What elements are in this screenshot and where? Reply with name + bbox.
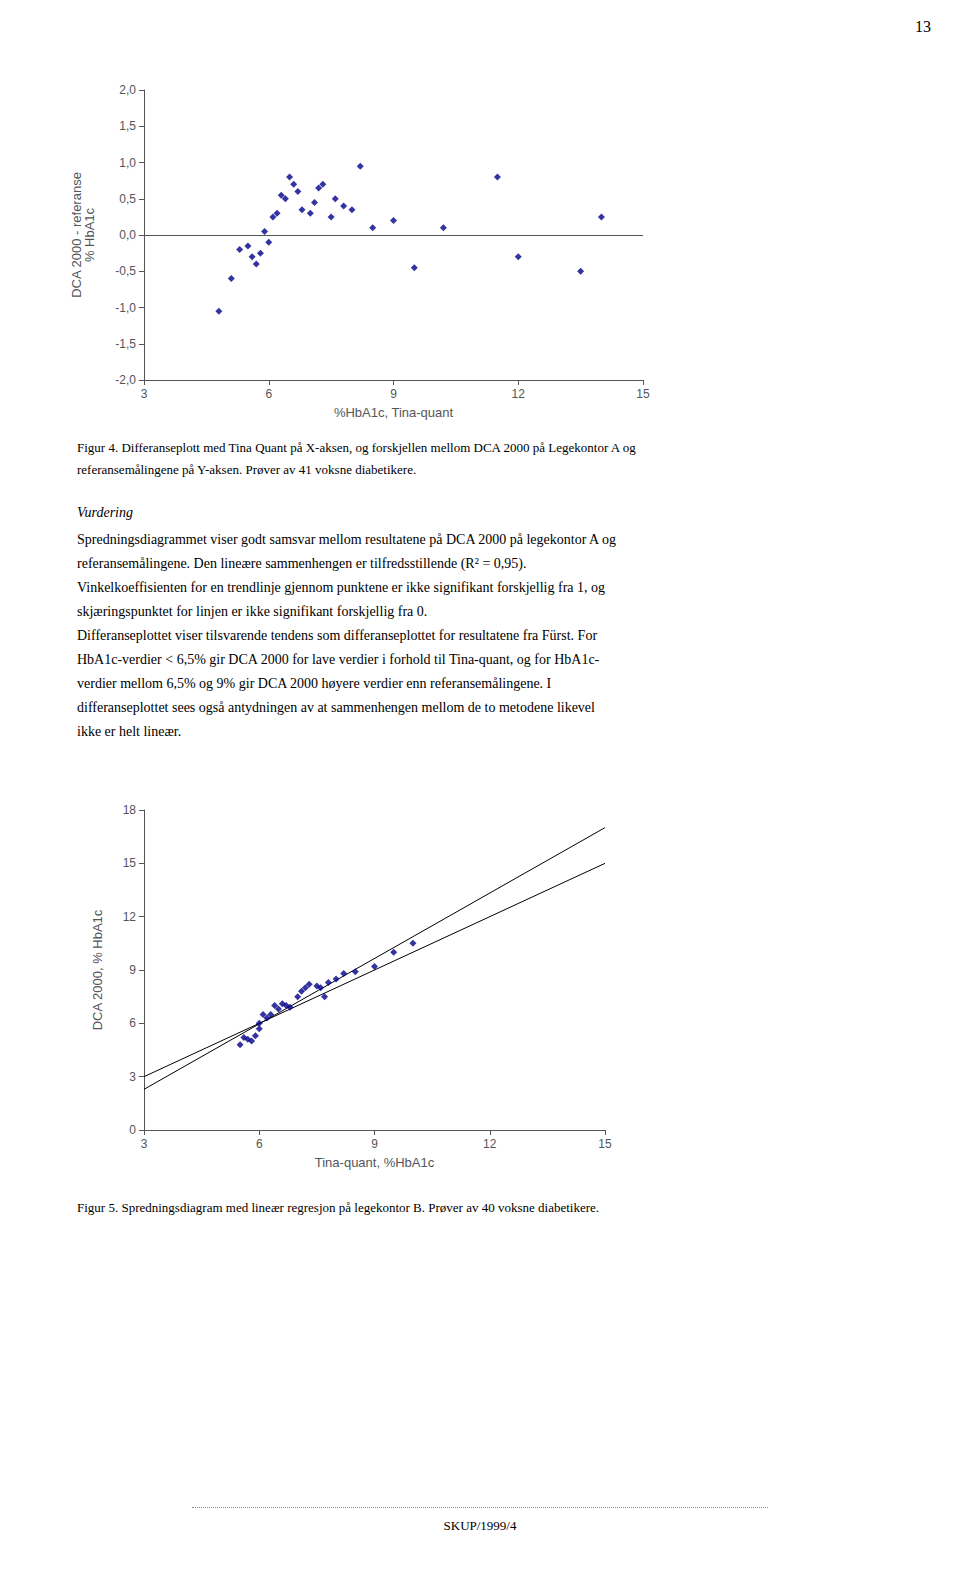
html-text:skjæringspunktet for linjen er: skjæringspunktet for linjen er ikke sign…	[77, 604, 428, 619]
svg-text:15: 15	[636, 387, 650, 401]
html-text:Figur 4. Differanseplott med T: Figur 4. Differanseplott med Tina Quant …	[77, 440, 636, 455]
svg-text:15: 15	[598, 1137, 612, 1151]
svg-text:DCA 2000, % HbA1c: DCA 2000, % HbA1c	[90, 909, 105, 1030]
svg-text:%HbA1c, Tina-quant: %HbA1c, Tina-quant	[334, 405, 454, 420]
svg-text:3: 3	[129, 1070, 136, 1084]
svg-text:-2,0: -2,0	[115, 373, 136, 387]
svg-text:15: 15	[123, 856, 137, 870]
svg-text:2,0: 2,0	[119, 83, 136, 97]
html-text:referansemålingene. Den lineær: referansemålingene. Den lineære sammenhe…	[77, 556, 527, 571]
html-text:HbA1c-verdier < 6,5% gir DCA 2: HbA1c-verdier < 6,5% gir DCA 2000 for la…	[77, 652, 600, 667]
html-text:Vinkelkoeffisienten for en tre: Vinkelkoeffisienten for en trendlinje gj…	[77, 580, 605, 595]
svg-text:12: 12	[483, 1137, 497, 1151]
svg-text:3: 3	[141, 387, 148, 401]
svg-text:1,0: 1,0	[119, 156, 136, 170]
html-text:SKUP/1999/4: SKUP/1999/4	[443, 1518, 517, 1533]
html-text:Figur 5. Spredningsdiagram med: Figur 5. Spredningsdiagram med lineær re…	[77, 1200, 599, 1215]
svg-text:-1,0: -1,0	[115, 301, 136, 315]
svg-text:1,5: 1,5	[119, 119, 136, 133]
svg-text:6: 6	[129, 1016, 136, 1030]
svg-text:-0,5: -0,5	[115, 264, 136, 278]
html-text:Differanseplottet viser tilsva: Differanseplottet viser tilsvarende tend…	[77, 628, 598, 643]
svg-text:12: 12	[512, 387, 526, 401]
svg-text:Tina-quant, %HbA1c: Tina-quant, %HbA1c	[315, 1155, 435, 1170]
svg-text:0,0: 0,0	[119, 228, 136, 242]
svg-text:0: 0	[129, 1123, 136, 1137]
svg-text:-1,5: -1,5	[115, 337, 136, 351]
html-text:verdier mellom 6,5% og 9% gir: verdier mellom 6,5% og 9% gir DCA 2000 h…	[77, 676, 552, 691]
svg-text:6: 6	[256, 1137, 263, 1151]
svg-text:0,5: 0,5	[119, 192, 136, 206]
svg-text:6: 6	[265, 387, 272, 401]
svg-text:12: 12	[123, 910, 137, 924]
svg-text:18: 18	[123, 803, 137, 817]
svg-text:% HbA1c: % HbA1c	[82, 207, 97, 262]
html-text:differanseplottet sees også an: differanseplottet sees også antydningen …	[77, 700, 595, 715]
html-text:Spredningsdiagrammet viser god: Spredningsdiagrammet viser godt samsvar …	[77, 532, 616, 547]
svg-text:9: 9	[371, 1137, 378, 1151]
svg-text:DCA 2000 - referanse: DCA 2000 - referanse	[69, 172, 84, 298]
svg-text:3: 3	[141, 1137, 148, 1151]
html-text:13: 13	[915, 18, 931, 35]
html-text:Vurdering: Vurdering	[77, 505, 133, 520]
html-text:referansemålingene på Y-aksen.: referansemålingene på Y-aksen. Prøver av…	[77, 462, 417, 477]
svg-text:9: 9	[390, 387, 397, 401]
html-text:ikke er helt lineær.: ikke er helt lineær.	[77, 724, 182, 739]
svg-text:9: 9	[129, 963, 136, 977]
